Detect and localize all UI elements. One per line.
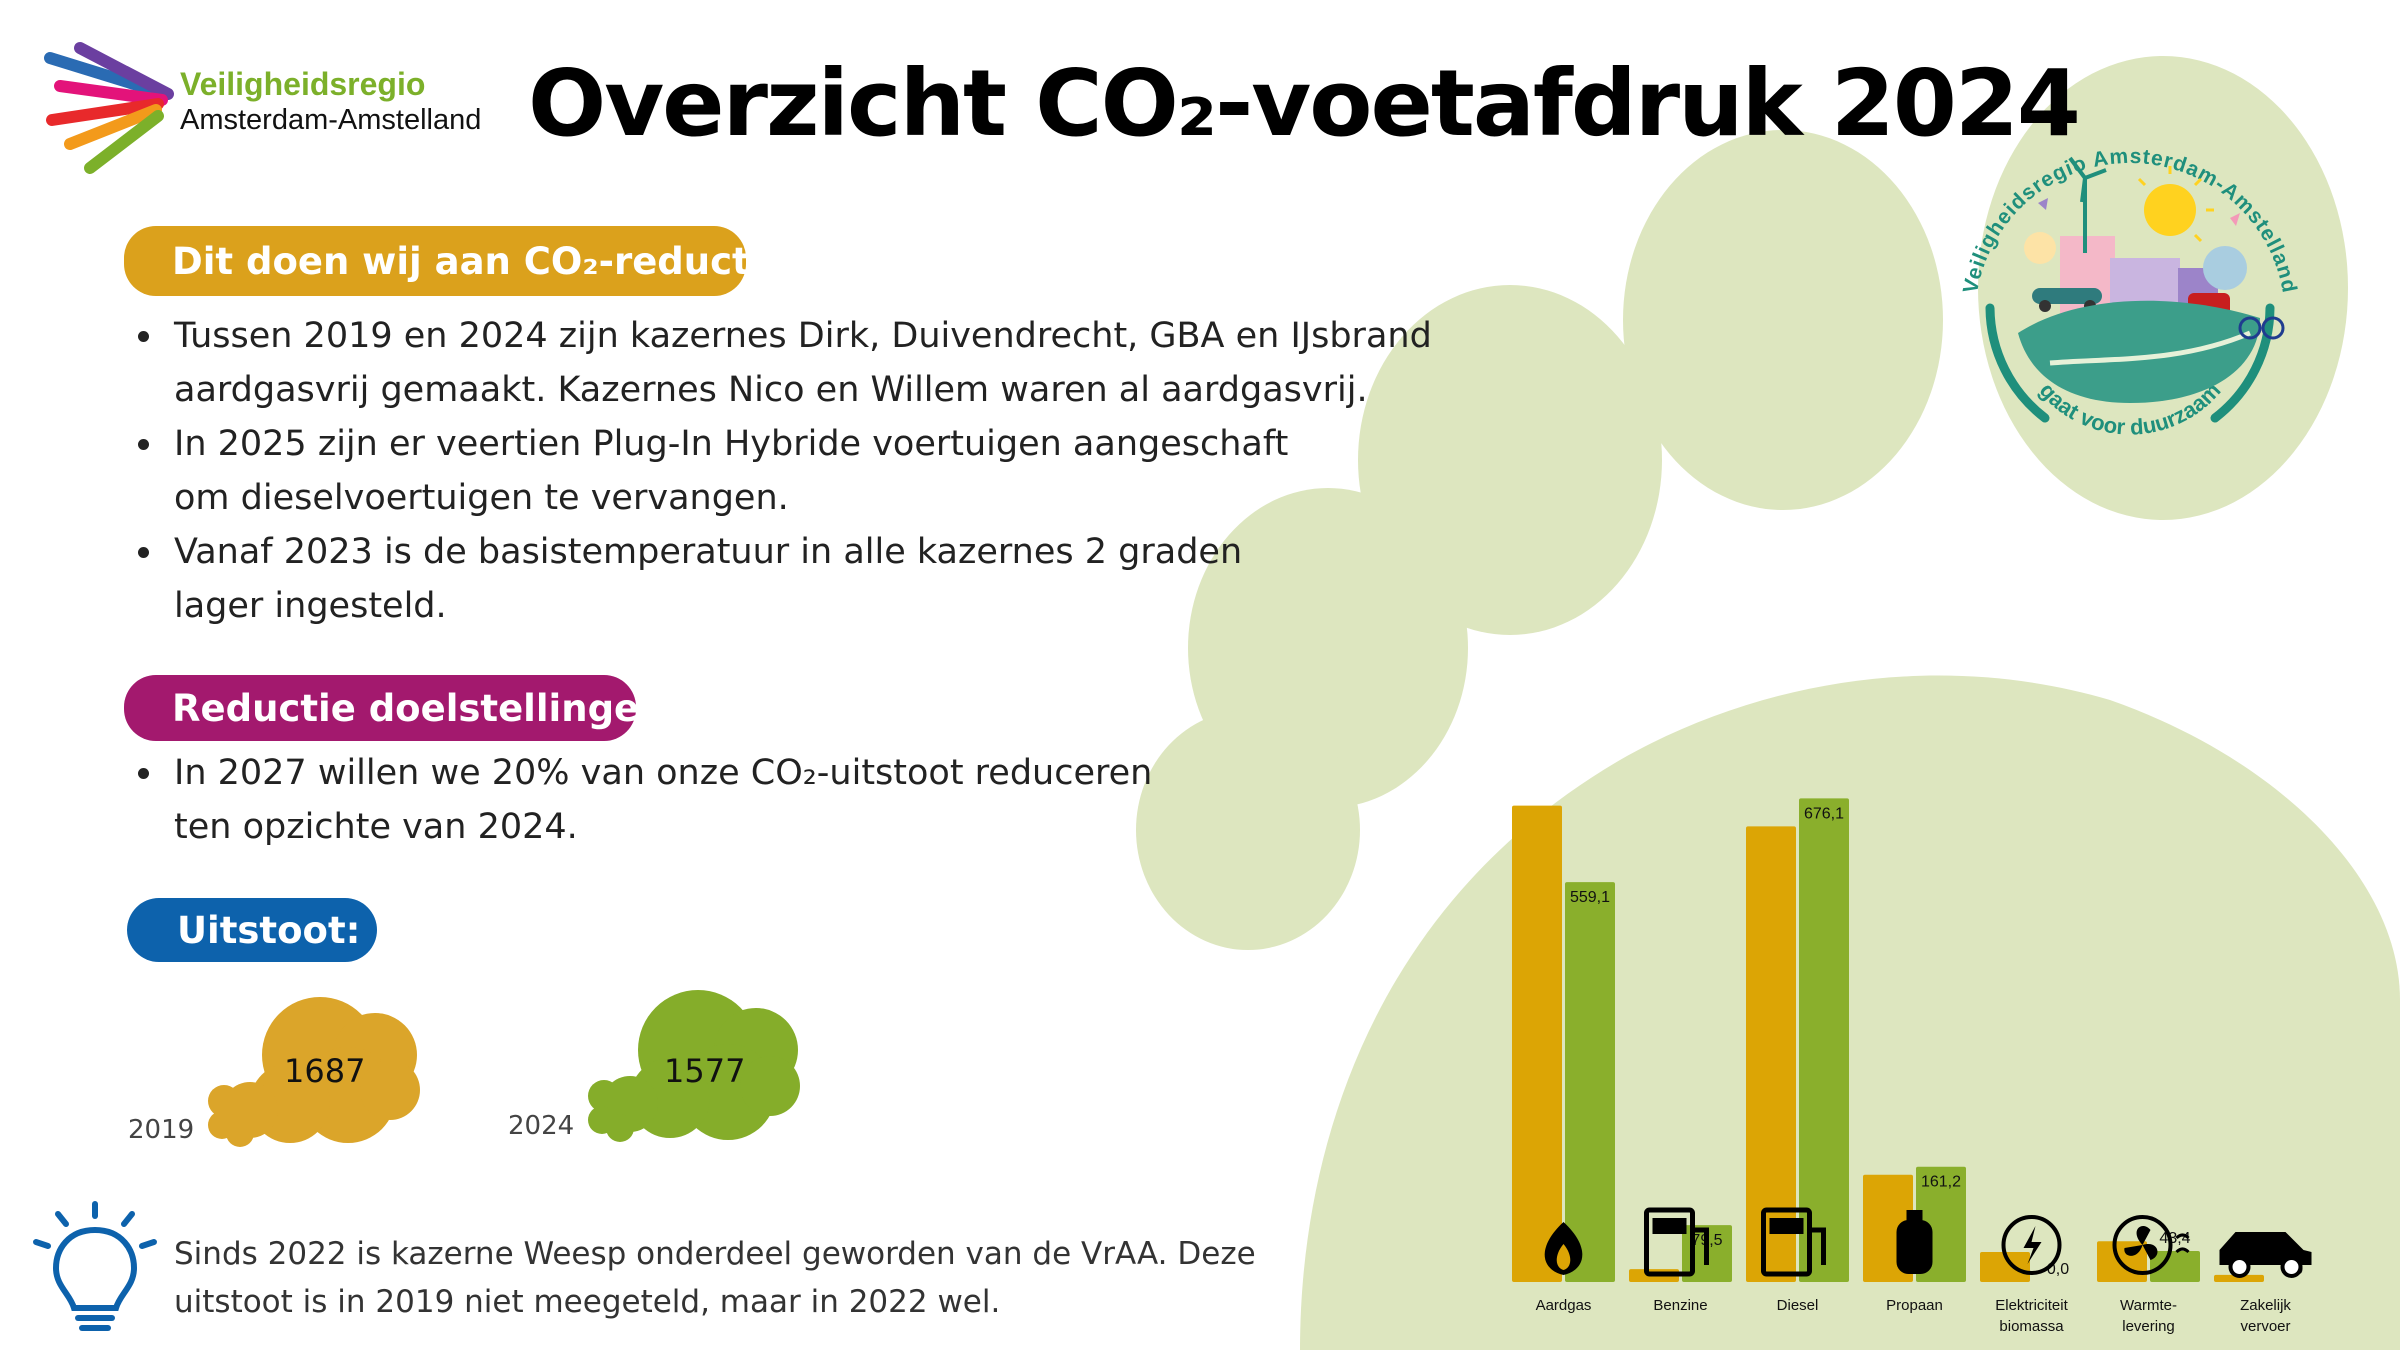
page-title: Overzicht CO₂-voetafdruk 2024	[528, 50, 2081, 157]
section-heading-emissions: Uitstoot:	[127, 898, 377, 962]
bar-value-label: 559,1	[1570, 889, 1610, 906]
note-line: uitstoot is in 2019 niet meegeteld, maar…	[174, 1284, 1001, 1320]
bar-2019	[2214, 1274, 2264, 1282]
category-label: Propaan	[1886, 1297, 1943, 1314]
emission-cloud-2024	[588, 990, 800, 1142]
org-subname: Amsterdam-Amstelland	[180, 104, 482, 136]
fuel-pump-icon	[1644, 1207, 1709, 1277]
bullet-line: Vanaf 2023 is de basistemperatuur in all…	[174, 532, 1243, 572]
bullet-dot	[138, 331, 149, 342]
bullet-dot	[138, 547, 149, 558]
category-label: levering	[2122, 1318, 2175, 1335]
bullet-line: lager ingesteld.	[174, 586, 447, 626]
fuel-pump-icon	[1761, 1207, 1826, 1277]
bullet-line: ten opzichte van 2024.	[174, 807, 578, 847]
emission-year-2019: 2019	[128, 1115, 195, 1145]
category-label: Diesel	[1777, 1297, 1819, 1314]
bullet-item: In 2025 zijn er veertien Plug-In Hybride…	[138, 417, 1289, 525]
category-label: Benzine	[1653, 1297, 1707, 1314]
emission-year-2024: 2024	[508, 1111, 575, 1141]
lightbulb-icon	[33, 1201, 157, 1331]
bullet-line: aardgasvrij gemaakt. Kazernes Nico en Wi…	[174, 370, 1368, 410]
car-icon	[2219, 1232, 2312, 1278]
category-label: Elektriciteit	[1995, 1297, 2068, 1314]
bar-2019	[1746, 826, 1796, 1282]
flame-icon	[1544, 1222, 1583, 1275]
bar-value-label: 43,4	[2159, 1230, 2190, 1247]
sustainability-badge: Veiligheidsregio Amsterdam-Amstelland ga…	[1959, 145, 2300, 440]
bullet-line: Tussen 2019 en 2024 zijn kazernes Dirk, …	[174, 316, 1432, 356]
gas-cylinder-icon	[1896, 1210, 1933, 1274]
note-line: Sinds 2022 is kazerne Weesp onderdeel ge…	[174, 1236, 1256, 1272]
note-text: Sinds 2022 is kazerne Weesp onderdeel ge…	[174, 1230, 1256, 1326]
bar-value-label: 676,1	[1804, 805, 1844, 822]
bullet-item: Tussen 2019 en 2024 zijn kazernes Dirk, …	[138, 309, 1432, 417]
bar-2019	[1980, 1251, 2030, 1282]
bullet-item: Vanaf 2023 is de basistemperatuur in all…	[138, 525, 1243, 633]
bullet-dot	[138, 768, 149, 779]
plug-icon	[2001, 1215, 2062, 1275]
emission-value-2024: 1577	[664, 1052, 746, 1090]
badge-scene-icon	[2018, 156, 2285, 403]
bar-2024	[1565, 882, 1615, 1282]
org-name: Veiligheidsregio	[180, 66, 426, 102]
bullet-line: In 2027 willen we 20% van onze CO₂-uitst…	[174, 753, 1153, 793]
category-label: Aardgas	[1536, 1297, 1592, 1314]
category-label: vervoer	[2240, 1318, 2290, 1335]
bullet-line: In 2025 zijn er veertien Plug-In Hybride…	[174, 424, 1289, 464]
bar-2024	[1799, 798, 1849, 1282]
section-heading-actions: Dit doen wij aan CO₂-reductie:	[124, 226, 802, 296]
section-heading-targets: Reductie doelstellingen:	[124, 675, 680, 741]
fan-icon	[2112, 1215, 2190, 1275]
bar-2024	[2150, 1250, 2200, 1282]
logo-icon	[44, 42, 174, 174]
emissions-bar-chart: 559,1Aardgas79,5Benzine676,1Diesel161,2P…	[1512, 798, 2312, 1335]
category-label: biomassa	[1999, 1318, 2064, 1335]
bullet-dot	[138, 439, 149, 450]
category-label: Warmte-	[2120, 1297, 2177, 1314]
emission-value-2019: 1687	[284, 1052, 366, 1090]
bar-value-label: 161,2	[1921, 1174, 1961, 1191]
bullet-item: In 2027 willen we 20% van onze CO₂-uitst…	[138, 746, 1153, 854]
bar-2019	[1512, 805, 1562, 1282]
bullet-line: om dieselvoertuigen te vervangen.	[174, 478, 789, 518]
emission-cloud-2019	[208, 997, 420, 1147]
category-label: Zakelijk	[2240, 1297, 2291, 1314]
